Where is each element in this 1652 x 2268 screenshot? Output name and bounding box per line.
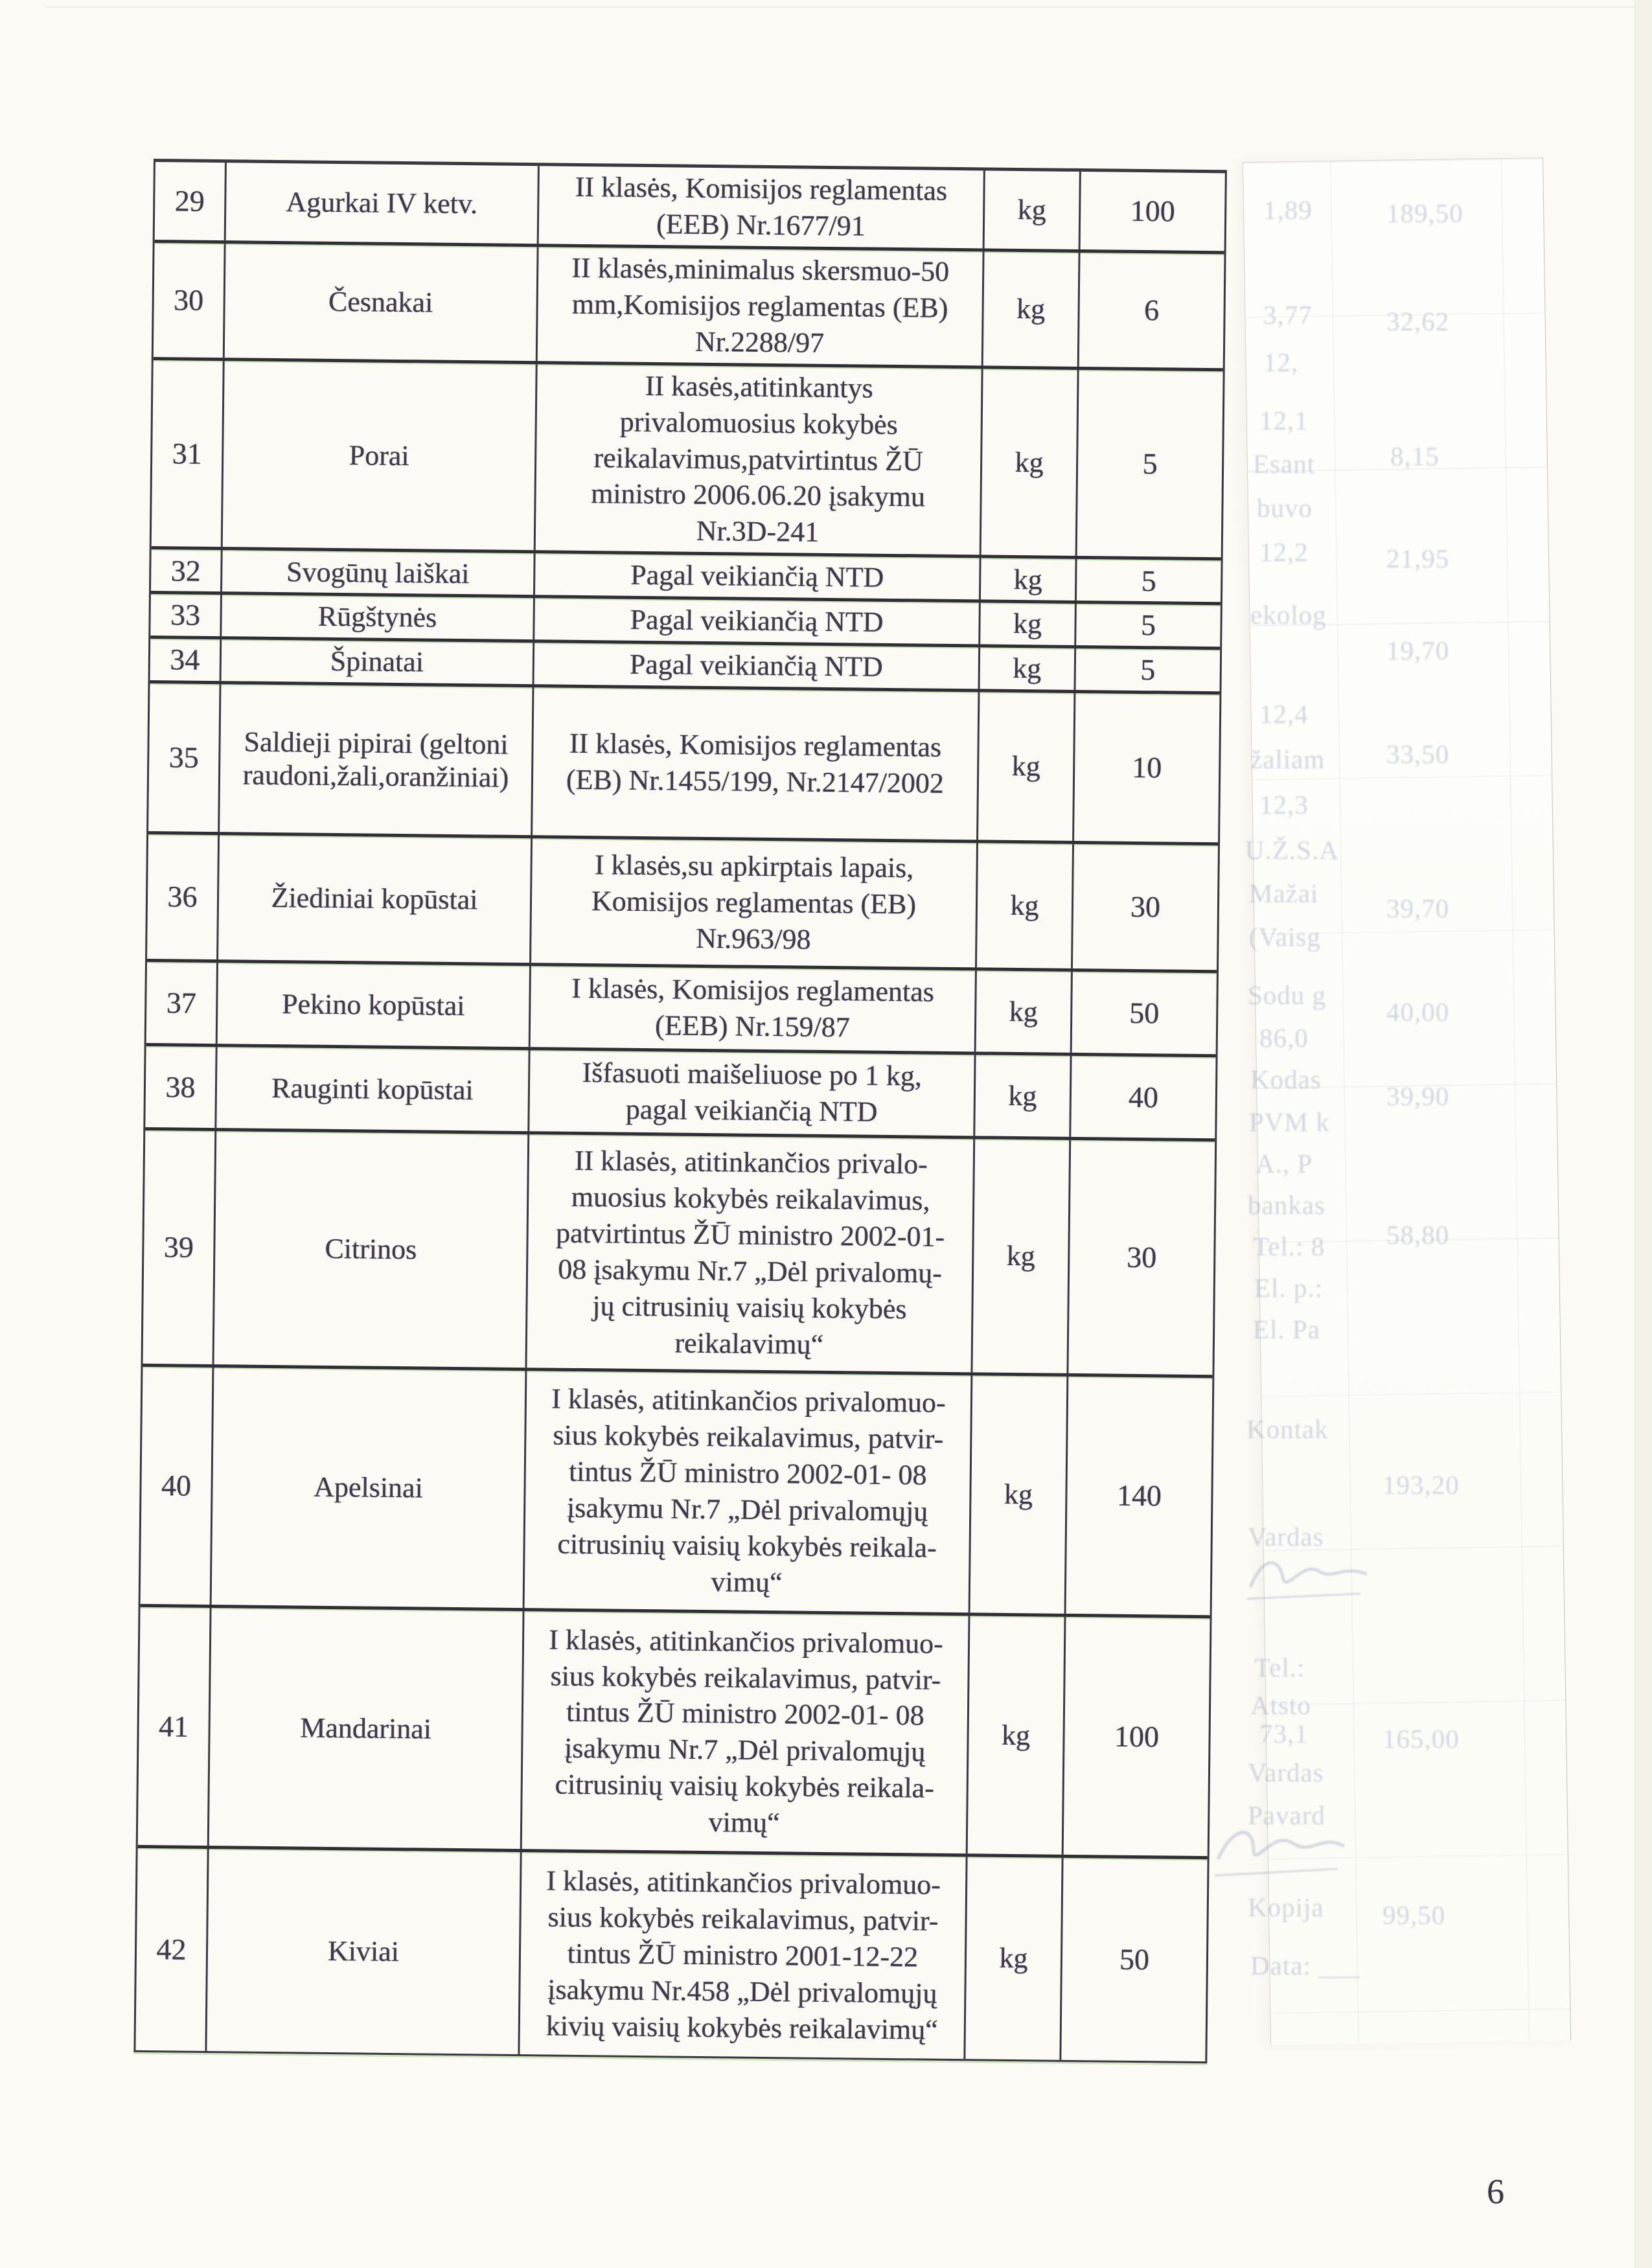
quantity-cell: 50 xyxy=(1119,1943,1150,1976)
quantity-cell: 5 xyxy=(1141,564,1157,597)
row-number-cell: 41 xyxy=(137,1607,212,1846)
quantity-cell: 5 xyxy=(1142,446,1158,481)
scan-edge-strip xyxy=(1635,0,1652,2268)
ghost-sheet xyxy=(1243,157,1572,2045)
unit-cell: kg xyxy=(984,170,1081,249)
description-cell: I klasės,su apkirptais lapais, Komisijos… xyxy=(531,838,979,968)
ghost-signature-icon xyxy=(1246,1561,1368,1600)
table-row: 38 Rauginti kopūstai Išfasuoti maišeliuo… xyxy=(145,1046,1216,1141)
product-name-cell: Rauginti kopūstai xyxy=(216,1046,531,1131)
table-row: 37 Pekino kopūstai I klasės, Komisijos r… xyxy=(146,961,1217,1057)
quantity-cell: 5 xyxy=(1140,608,1156,642)
products-table: 29 Agurkai IV ketv. II klasės, Komisijos… xyxy=(133,159,1227,2063)
unit-cell: kg xyxy=(965,1857,1064,2060)
table-row: 42 Kiviai I klasės, atitinkančios prival… xyxy=(135,1848,1207,2061)
unit-cell: kg xyxy=(980,558,1077,601)
quantity-cell: 100 xyxy=(1114,1719,1160,1754)
unit-cell: kg xyxy=(972,1139,1072,1373)
row-number-cell: 35 xyxy=(148,683,222,832)
description-cell: Pagal veikiančią NTD xyxy=(534,643,981,689)
quantity-cell: 6 xyxy=(1143,293,1160,327)
product-name-cell: Mandarinai xyxy=(209,1607,525,1849)
product-name-cell: Česnakai xyxy=(224,243,539,361)
row-number-cell: 30 xyxy=(153,242,226,358)
description-cell: II kasės,atitinkantys privalomuosius kok… xyxy=(535,363,983,555)
row-number-cell: 38 xyxy=(145,1046,218,1128)
description-cell: Pagal veikiančią NTD xyxy=(534,598,981,645)
page-number: 6 xyxy=(1487,2172,1504,2211)
unit-cell: kg xyxy=(970,1375,1069,1614)
row-number-cell: 42 xyxy=(135,1848,209,2051)
table-row: 39 Citrinos II klasės, atitinkančios pri… xyxy=(143,1130,1215,1378)
product-name-cell: Kiviai xyxy=(207,1848,522,2054)
unit-cell: kg xyxy=(976,970,1073,1053)
description-cell: I klasės, atitinkančios privalomuo- sius… xyxy=(520,1851,968,2059)
description-cell: II klasės, Komisijos reglamentas (EEB) N… xyxy=(538,166,985,249)
row-number-cell: 40 xyxy=(140,1366,214,1605)
description-cell: II klasės, Komisijos reglamentas (EB) Nr… xyxy=(533,687,980,840)
description-cell: I klasės, atitinkančios privalomuo- sius… xyxy=(522,1610,970,1854)
description-cell: Pagal veikiančią NTD xyxy=(534,553,981,600)
quantity-cell: 5 xyxy=(1140,653,1156,687)
quantity-cell: 50 xyxy=(1129,996,1160,1030)
unit-cell: kg xyxy=(967,1616,1066,1855)
table-row: 35 Saldieji pipirai (geltoni raudoni,žal… xyxy=(148,683,1220,846)
unit-cell: kg xyxy=(980,647,1077,690)
table-row: 29 Agurkai IV ketv. II klasės, Komisijos… xyxy=(154,162,1225,255)
unit-cell: kg xyxy=(983,251,1081,367)
description-cell: I klasės, Komisijos reglamentas (EEB) Nr… xyxy=(530,965,977,1052)
unit-cell: kg xyxy=(975,1055,1072,1137)
description-cell: II klasės,minimalus skersmuo-50 mm,Komis… xyxy=(537,246,985,366)
product-name-cell: Pekino kopūstai xyxy=(217,962,531,1047)
description-cell: I klasės, atitinkančios privalomuo- sius… xyxy=(524,1370,973,1613)
table-row: 31 Porai II kasės,atitinkantys privalomu… xyxy=(151,360,1223,561)
row-number-cell: 29 xyxy=(154,162,227,240)
table-row: 40 Apelsinai I klasės, atitinkančios pri… xyxy=(140,1366,1213,1618)
description-cell: II klasės, atitinkančios privalo- muosiu… xyxy=(527,1134,976,1373)
row-number-cell: 37 xyxy=(146,961,219,1044)
table-row: 36 Žiediniai kopūstai I klasės,su apkirp… xyxy=(147,834,1218,974)
quantity-cell: 30 xyxy=(1130,890,1161,924)
row-number-cell: 32 xyxy=(151,549,223,592)
product-name-cell: Žiediniai kopūstai xyxy=(218,834,533,963)
table-row: 41 Mandarinai I klasės, atitinkančios pr… xyxy=(137,1607,1210,1859)
product-name-cell: Citrinos xyxy=(214,1130,530,1368)
unit-cell: kg xyxy=(981,369,1079,556)
row-number-cell: 36 xyxy=(147,834,220,959)
quantity-cell: 30 xyxy=(1127,1241,1157,1274)
quantity-cell: 140 xyxy=(1116,1478,1162,1513)
row-number-cell: 34 xyxy=(150,638,222,681)
table-row: 30 Česnakai II klasės,minimalus skersmuo… xyxy=(153,242,1224,372)
product-name-cell: Špinatai xyxy=(221,639,535,684)
scan-edge-artifact xyxy=(45,6,1652,8)
product-name-cell: Saldieji pipirai (geltoni raudoni,žali,o… xyxy=(220,683,534,835)
unit-cell: kg xyxy=(976,843,1075,968)
product-name-cell: Svogūnų laiškai xyxy=(222,550,536,595)
product-name-cell: Rūgštynės xyxy=(222,595,535,640)
quantity-cell: 10 xyxy=(1131,751,1162,785)
quantity-cell: 100 xyxy=(1130,194,1176,228)
unit-cell: kg xyxy=(978,692,1076,841)
product-name-cell: Apelsinai xyxy=(211,1367,527,1608)
row-number-cell: 33 xyxy=(150,593,222,637)
product-name-cell: Agurkai IV ketv. xyxy=(225,163,540,244)
quantity-cell: 40 xyxy=(1128,1080,1159,1114)
row-number-cell: 31 xyxy=(151,360,225,547)
description-cell: Išfasuoti maišeliuose po 1 kg, pagal vei… xyxy=(529,1049,976,1136)
ghost-signature-icon xyxy=(1214,1831,1346,1877)
product-name-cell: Porai xyxy=(222,360,538,551)
row-number-cell: 39 xyxy=(143,1130,217,1364)
unit-cell: kg xyxy=(980,602,1077,645)
